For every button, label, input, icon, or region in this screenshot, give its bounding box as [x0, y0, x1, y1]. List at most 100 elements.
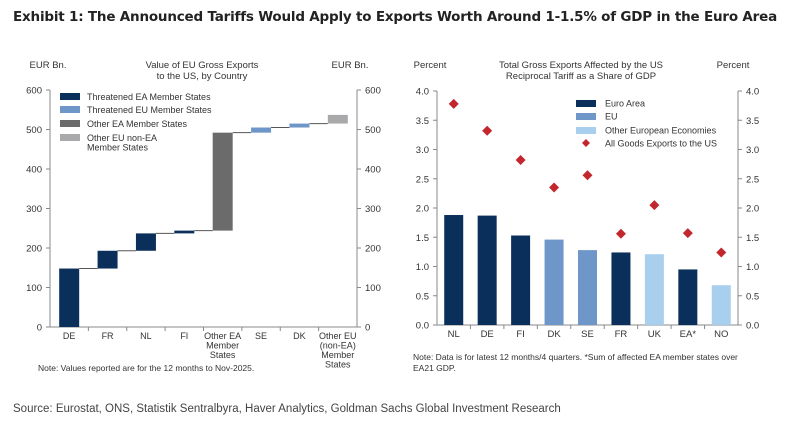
y-tick-label-right: 200 [365, 244, 381, 255]
y-tick-label-right: 0.0 [746, 321, 759, 332]
y-tick-label-right: 3.5 [746, 116, 759, 127]
y-tick-label-left: 100 [26, 283, 42, 294]
waterfall-bar [59, 268, 80, 327]
chart-title: Value of EU Gross Exports [146, 60, 259, 71]
legend-label: Threatened EA Member States [87, 92, 211, 102]
y-tick-label-left: 3.5 [416, 116, 429, 127]
chart-note: Note: Data is for latest 12 months/4 qua… [413, 352, 738, 362]
legend-swatch [576, 100, 596, 107]
y-tick-label-right: 500 [365, 125, 381, 136]
legend-label: Member States [87, 143, 149, 153]
legend-swatch [60, 93, 80, 100]
diamond-marker [448, 98, 459, 109]
x-tick-label: Member [206, 341, 239, 351]
x-tick-label: EA* [680, 329, 697, 340]
y-axis-title-left: Percent [414, 60, 447, 71]
legend-label: Other EU non-EA [87, 133, 157, 143]
y-tick-label-left: 4.0 [416, 87, 429, 98]
legend-swatch [60, 134, 80, 141]
y-tick-label-left: 3.0 [416, 145, 429, 156]
x-tick-label: NL [140, 331, 152, 341]
y-axis-title-right: EUR Bn. [332, 60, 369, 71]
x-tick-label: SE [255, 331, 267, 341]
diamond-marker [716, 247, 727, 258]
y-tick-label-left: 0.5 [416, 291, 429, 302]
y-tick-label-left: 300 [26, 204, 42, 215]
bar [578, 250, 597, 325]
legend-swatch [60, 106, 80, 113]
y-tick-label-right: 100 [365, 283, 381, 294]
y-tick-label-left: 2.0 [416, 204, 429, 215]
y-tick-label-right: 0 [365, 323, 370, 334]
chart-title: to the US, by Country [157, 71, 248, 82]
y-tick-label-left: 0.0 [416, 321, 429, 332]
y-tick-label-right: 1.0 [746, 262, 759, 273]
y-tick-label-right: 2.5 [746, 174, 759, 185]
waterfall-bar [97, 250, 118, 269]
x-tick-label: NO [714, 329, 728, 340]
x-tick-label: DK [293, 331, 306, 341]
y-tick-label-right: 300 [365, 204, 381, 215]
x-tick-label: (non-EA) [320, 341, 356, 351]
y-axis-title-left: EUR Bn. [30, 60, 67, 71]
x-tick-label: DE [481, 329, 494, 340]
legend-label: Threatened EU Member States [87, 105, 212, 115]
chart-note: Note: Values reported are for the 12 mon… [38, 363, 254, 373]
legend-swatch [60, 120, 80, 127]
x-tick-label: States [325, 360, 351, 370]
legend-swatch [576, 127, 596, 134]
y-tick-label-left: 200 [26, 244, 42, 255]
legend-label: All Goods Exports to the US [605, 139, 717, 149]
x-tick-label: Other EU [319, 331, 357, 341]
bar [544, 239, 564, 325]
bar [611, 252, 631, 325]
diamond-marker [515, 155, 526, 166]
chart-title: Total Gross Exports Affected by the US [499, 60, 663, 71]
y-tick-label-right: 4.0 [746, 87, 759, 98]
x-tick-label: UK [648, 329, 662, 340]
bar [644, 254, 664, 325]
y-tick-label-right: 600 [365, 86, 381, 97]
bar [511, 235, 531, 325]
waterfall-bar [212, 132, 233, 231]
x-tick-label: States [210, 350, 236, 360]
x-tick-label: Member [321, 350, 354, 360]
x-tick-label: FI [516, 329, 524, 340]
x-tick-label: FR [615, 329, 628, 340]
chart-note: EA21 GDP. [413, 363, 456, 373]
y-tick-label-left: 500 [26, 125, 42, 136]
diamond-marker [649, 200, 660, 211]
y-tick-label-left: 600 [26, 86, 42, 97]
bar [678, 269, 698, 325]
x-tick-label: DK [547, 329, 561, 340]
exhibit-title: Exhibit 1: The Announced Tariffs Would A… [13, 9, 777, 25]
waterfall-bar [251, 127, 272, 133]
y-tick-label-right: 3.0 [746, 145, 759, 156]
waterfall-bar [174, 230, 195, 234]
y-tick-label-right: 0.5 [746, 291, 759, 302]
source-note: Source: Eurostat, ONS, Statistik Sentral… [13, 403, 561, 415]
diamond-marker [482, 125, 493, 136]
diamond-marker [549, 182, 560, 193]
x-tick-label: FI [180, 331, 188, 341]
waterfall-bar [289, 123, 310, 128]
y-tick-label-left: 1.5 [416, 233, 429, 244]
bar [477, 215, 497, 325]
legend-swatch [576, 113, 596, 120]
y-tick-label-left: 400 [26, 165, 42, 176]
diamond-marker [682, 228, 693, 239]
y-tick-label-right: 400 [365, 165, 381, 176]
y-tick-label-right: 1.5 [746, 233, 759, 244]
legend-diamond [582, 139, 590, 147]
y-tick-label-left: 1.0 [416, 262, 429, 273]
bar [711, 285, 731, 325]
bar [444, 215, 464, 325]
legend-label: EU [605, 112, 618, 122]
legend-label: Other European Economies [605, 126, 717, 136]
y-tick-label-right: 2.0 [746, 204, 759, 215]
x-tick-label: DE [63, 331, 76, 341]
waterfall-bar [135, 233, 156, 251]
legend-label: Other EA Member States [87, 119, 188, 129]
